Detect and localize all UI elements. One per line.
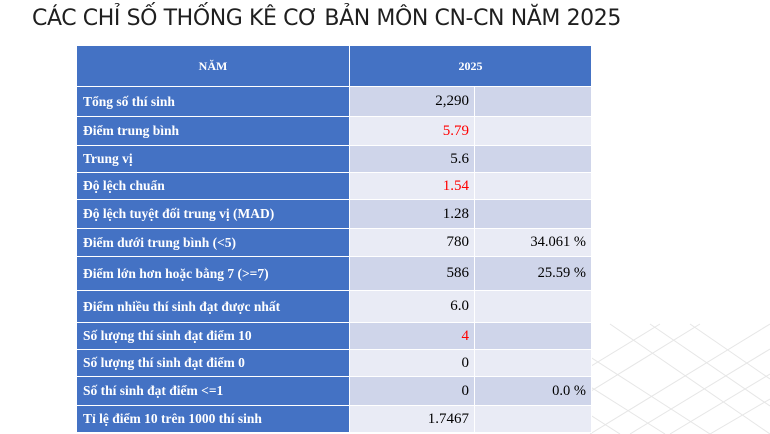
decorative-grid-pattern xyxy=(570,323,770,434)
row-percent xyxy=(474,349,592,377)
row-value: 1.7467 xyxy=(349,405,475,433)
page-title: CÁC CHỈ SỐ THỐNG KÊ CƠ BẢN MÔN CN-CN NĂM… xyxy=(32,6,621,31)
statistics-table: NĂM 2025 Tổng số thí sinh 2,290 Điểm trung… xyxy=(76,45,592,433)
row-value: 2,290 xyxy=(349,86,475,117)
row-label: Điểm lớn hơn hoặc bằng 7 (>=7) xyxy=(76,256,350,291)
row-percent: 34.061 % xyxy=(474,228,592,257)
table-row: Tỉ lệ điểm 10 trên 1000 thí sinh 1.7467 xyxy=(76,405,592,433)
row-percent xyxy=(474,172,592,200)
table-row: Điểm lớn hơn hoặc bằng 7 (>=7) 586 25.59 % xyxy=(76,256,592,291)
row-value: 0 xyxy=(349,376,475,406)
row-percent xyxy=(474,145,592,173)
header-year: NĂM xyxy=(76,45,350,87)
row-percent xyxy=(474,290,592,323)
row-label: Điểm nhiều thí sinh đạt được nhất xyxy=(76,290,350,323)
row-percent: 0.0 % xyxy=(474,376,592,406)
row-label: Số lượng thí sinh đạt điểm 0 xyxy=(76,349,350,377)
row-label: Tỉ lệ điểm 10 trên 1000 thí sinh xyxy=(76,405,350,433)
row-value: 586 xyxy=(349,256,475,291)
row-percent xyxy=(474,322,592,350)
table-row: Điểm nhiều thí sinh đạt được nhất 6.0 xyxy=(76,290,592,323)
header-2025: 2025 xyxy=(349,45,592,87)
row-percent: 25.59 % xyxy=(474,256,592,291)
table-body: Tổng số thí sinh 2,290 Điểm trung bình 5.79… xyxy=(76,86,592,433)
row-label: Tổng số thí sinh xyxy=(76,86,350,117)
row-label: Số lượng thí sinh đạt điểm 10 xyxy=(76,322,350,350)
row-label: Điểm dưới trung bình (<5) xyxy=(76,228,350,257)
row-percent xyxy=(474,86,592,117)
row-value: 4 xyxy=(349,322,475,350)
row-value: 6.0 xyxy=(349,290,475,323)
row-percent xyxy=(474,199,592,229)
row-value: 5.6 xyxy=(349,145,475,173)
table-row: Trung vị 5.6 xyxy=(76,145,592,173)
table-row: Số thí sinh đạt điểm <=1 0 0.0 % xyxy=(76,376,592,406)
row-label: Điểm trung bình xyxy=(76,116,350,146)
row-label: Số thí sinh đạt điểm <=1 xyxy=(76,376,350,406)
table-row: Số lượng thí sinh đạt điểm 10 4 xyxy=(76,322,592,350)
row-value: 1.54 xyxy=(349,172,475,200)
table-row: Điểm dưới trung bình (<5) 780 34.061 % xyxy=(76,228,592,257)
row-label: Độ lệch tuyệt đối trung vị (MAD) xyxy=(76,199,350,229)
row-value: 5.79 xyxy=(349,116,475,146)
row-percent xyxy=(474,116,592,146)
row-value: 1.28 xyxy=(349,199,475,229)
table-row: Điểm trung bình 5.79 xyxy=(76,116,592,146)
table-header-row: NĂM 2025 xyxy=(76,45,592,87)
table-row: Độ lệch tuyệt đối trung vị (MAD) 1.28 xyxy=(76,199,592,229)
table-row: Tổng số thí sinh 2,290 xyxy=(76,86,592,117)
row-label: Độ lệch chuẩn xyxy=(76,172,350,200)
row-percent xyxy=(474,405,592,433)
table-row: Độ lệch chuẩn 1.54 xyxy=(76,172,592,200)
row-value: 0 xyxy=(349,349,475,377)
row-label: Trung vị xyxy=(76,145,350,173)
row-value: 780 xyxy=(349,228,475,257)
